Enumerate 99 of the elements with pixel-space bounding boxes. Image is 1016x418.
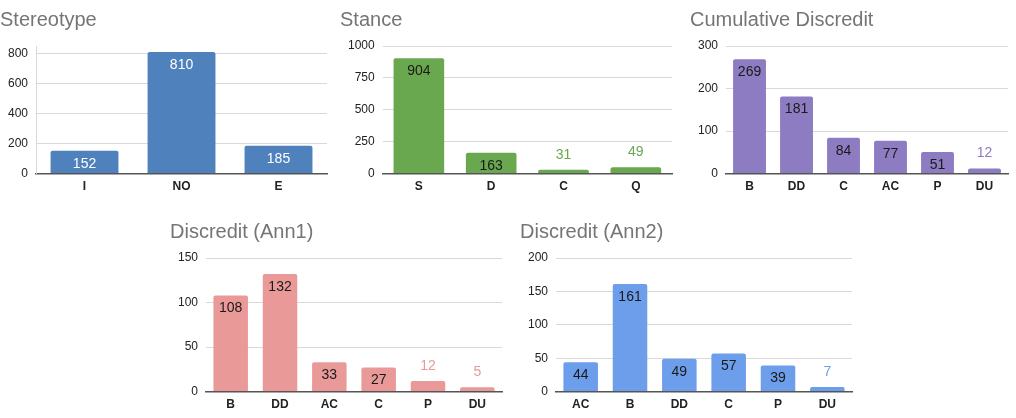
x-tick-label: DD — [670, 397, 689, 412]
data-label: 181 — [784, 100, 809, 117]
y-tick-label: 1000 — [347, 38, 376, 53]
x-tick-label: AC — [881, 179, 900, 194]
x-tick-label: P — [933, 179, 942, 194]
y-tick-label: 150 — [177, 250, 199, 265]
y-tick-label: 0 — [21, 165, 29, 180]
data-label: 152 — [72, 154, 97, 171]
bar — [780, 96, 813, 174]
x-tick-label: C — [839, 179, 849, 194]
x-tick-label: D — [486, 179, 496, 194]
bar — [361, 367, 396, 392]
bar — [612, 284, 648, 392]
data-label: 7 — [823, 362, 832, 379]
data-label: 163 — [479, 156, 504, 173]
bar — [874, 140, 907, 174]
bar — [810, 386, 845, 392]
x-tick-label: DD — [787, 179, 806, 194]
data-label: 31 — [555, 145, 572, 162]
data-label: 84 — [835, 141, 852, 158]
x-tick-label: C — [559, 179, 569, 194]
x-tick-label: NO — [172, 179, 191, 194]
data-label: 33 — [321, 366, 338, 383]
bar — [393, 58, 445, 174]
y-tick-label: 750 — [354, 70, 376, 85]
bar — [50, 150, 119, 174]
bar — [410, 380, 446, 392]
x-tick-label: I — [82, 179, 87, 194]
data-label: 185 — [266, 149, 291, 166]
x-tick-label: E — [274, 179, 283, 194]
x-tick-label: B — [745, 179, 755, 194]
y-tick-label: 200 — [7, 135, 29, 150]
x-tick-label: DU — [468, 397, 487, 412]
y-tick-label: 50 — [184, 339, 199, 354]
y-tick-label: 0 — [191, 383, 199, 398]
y-tick-label: 0 — [541, 383, 549, 398]
bar — [262, 274, 298, 392]
data-label: 161 — [618, 287, 642, 304]
data-label: 269 — [737, 63, 762, 80]
x-tick-label: C — [374, 397, 384, 412]
data-label: 904 — [407, 62, 431, 79]
y-tick-label: 0 — [368, 165, 376, 180]
data-label: 108 — [219, 299, 243, 316]
y-tick-label: 150 — [527, 283, 549, 298]
x-tick-label: B — [226, 397, 236, 412]
x-tick-label: B — [625, 397, 635, 412]
data-label: 5 — [473, 363, 482, 380]
y-tick-label: 250 — [354, 134, 376, 149]
y-tick-label: 50 — [534, 350, 549, 365]
data-label: 27 — [370, 371, 387, 388]
y-tick-label: 200 — [697, 80, 719, 95]
data-label: 51 — [929, 155, 946, 172]
bar — [244, 145, 313, 174]
chart-title: Stereotype — [0, 7, 97, 30]
bar — [733, 59, 766, 174]
chart-title: Cumulative Discredit — [690, 7, 874, 30]
chart-title: Discredit (Ann1) — [170, 219, 314, 242]
data-label: 810 — [169, 55, 194, 72]
data-label: 39 — [770, 369, 786, 386]
bar — [213, 295, 248, 392]
y-tick-label: 0 — [711, 165, 719, 180]
x-tick-label: DU — [818, 397, 837, 412]
data-label: 132 — [268, 277, 292, 294]
y-tick-label: 800 — [7, 45, 29, 60]
bar — [610, 167, 662, 174]
x-tick-label: C — [724, 397, 734, 412]
data-label: 57 — [720, 357, 737, 374]
chart-title: Discredit (Ann2) — [520, 219, 664, 242]
x-tick-label: P — [774, 397, 783, 412]
data-label: 12 — [420, 356, 436, 373]
x-tick-label: DD — [271, 397, 290, 412]
data-label: 49 — [628, 143, 644, 160]
bar — [711, 353, 746, 392]
data-label: 12 — [976, 144, 993, 161]
x-tick-label: P — [424, 397, 433, 412]
y-tick-label: 100 — [697, 123, 719, 138]
bar — [827, 137, 860, 174]
x-tick-label: S — [414, 179, 423, 194]
x-tick-label: AC — [320, 397, 339, 412]
chart-title: Stance — [340, 7, 403, 30]
x-tick-label: AC — [572, 397, 590, 412]
x-tick-label: DU — [975, 179, 994, 194]
bar — [312, 362, 347, 392]
y-tick-label: 200 — [527, 250, 549, 265]
y-tick-label: 400 — [7, 105, 29, 120]
x-tick-label: Q — [631, 179, 641, 194]
y-tick-label: 300 — [697, 38, 719, 53]
bar — [662, 358, 697, 392]
data-label: 44 — [572, 366, 589, 383]
bar — [147, 52, 216, 174]
data-label: 49 — [671, 362, 688, 379]
y-tick-label: 500 — [354, 102, 376, 117]
y-tick-label: 100 — [527, 317, 549, 332]
y-tick-label: 100 — [177, 294, 199, 309]
bar — [460, 387, 495, 392]
data-label: 77 — [882, 144, 899, 161]
bar — [563, 362, 598, 392]
y-tick-label: 600 — [7, 75, 29, 90]
bar — [968, 168, 1001, 174]
